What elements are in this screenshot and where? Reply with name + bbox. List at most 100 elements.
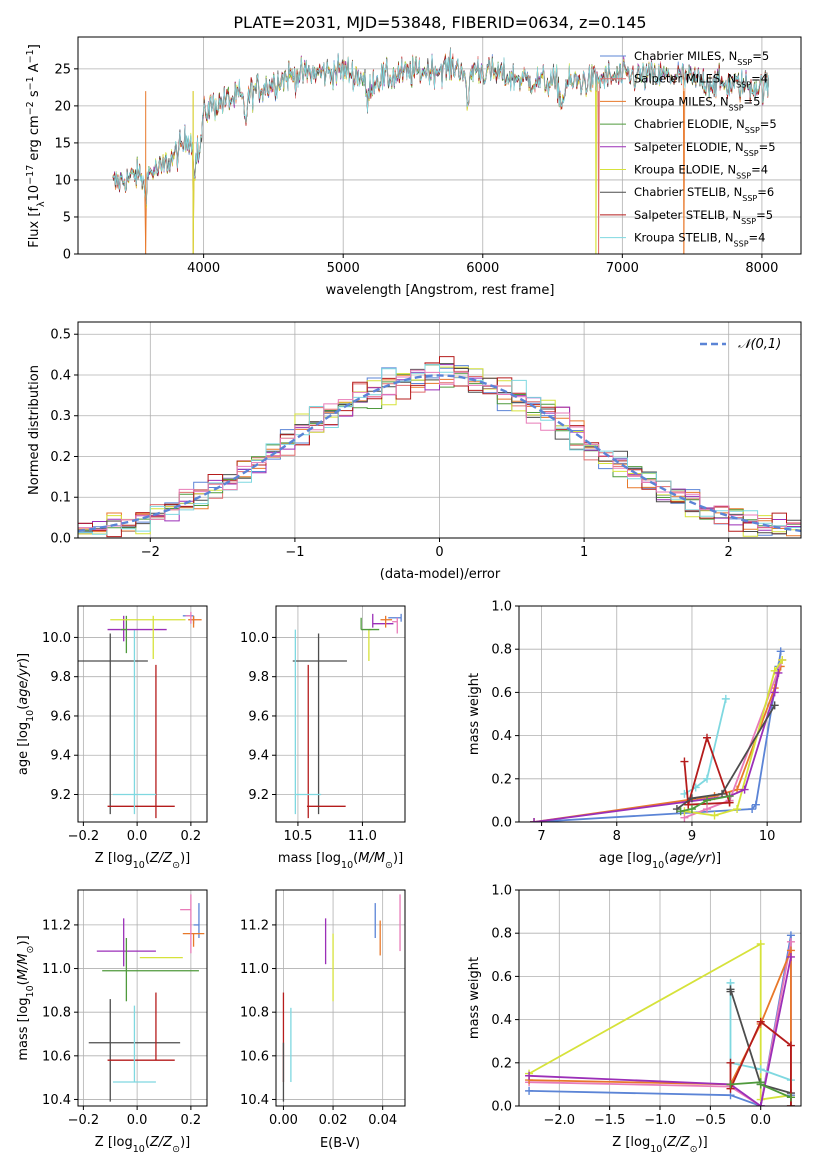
label-part: mass [log: [278, 851, 341, 866]
legend-suffix: =4: [751, 163, 768, 177]
y-tick-label: 9.8: [50, 670, 71, 685]
errorbar-salpeter-elodie: [372, 613, 394, 628]
series-marker: [778, 656, 787, 664]
x-axis-label: Z [log10(Z/Z⊙)]: [612, 1135, 707, 1155]
label-part: (: [145, 1135, 150, 1150]
panel-massweight_vs_Z: −2.0 −1.5 −1.0 −0.5 0.0 0.0 0.2 0.4 0.6 0.8 1.0 Z […: [467, 884, 802, 1155]
label-part: age/yr: [16, 661, 31, 704]
x-tick-label: 0.02: [319, 1113, 348, 1128]
series-marker: [786, 1041, 795, 1050]
x-tick-label: 8: [613, 829, 621, 844]
series-marker: [786, 1102, 795, 1106]
legend-text: Chabrier STELIB, N: [634, 185, 742, 199]
label-part: ⊙: [385, 860, 393, 871]
x-tick-label: 5000: [327, 261, 360, 276]
series-marker: [687, 805, 696, 814]
series-marker: [756, 940, 765, 948]
legend-sub: SSP: [734, 239, 749, 248]
label-part: (: [353, 851, 358, 866]
series-marker: [725, 792, 734, 801]
y-axis-label: Normed distribution: [27, 365, 42, 495]
plot-area: [88, 894, 205, 1102]
series-marker: [740, 785, 749, 794]
x-tick-label: −2: [141, 545, 160, 560]
y-tick-label: 9.8: [248, 670, 269, 685]
series-line-chabrier-elodie: [680, 795, 730, 813]
series-marker: [726, 985, 735, 994]
x-tick-label: −1: [285, 545, 304, 560]
label-part: ⊙: [172, 860, 180, 871]
series-marker: [786, 1093, 795, 1102]
series-marker: [786, 952, 795, 961]
y-tick-label: 11.2: [42, 918, 71, 933]
x-tick-label: 2: [725, 545, 733, 560]
errorbar-kroupa-miles: [380, 615, 393, 628]
y-tick-label: 0.5: [50, 328, 71, 343]
legend-sub: SSP: [737, 58, 752, 67]
series-marker: [703, 774, 711, 783]
legend-suffix: =5: [756, 208, 773, 222]
y-tick-label: 0.0: [491, 1100, 512, 1115]
panel-residuals: −2 −1 0 1 2 0.0 0.1 0.2 0.3 0.4 0.5 𝒩(0,1) (data-mod…: [27, 321, 802, 582]
x-tick-label: 0.0: [750, 1113, 771, 1128]
x-axis-label: age [log10(age/yr)]: [599, 851, 721, 871]
x-tick-label: 7000: [606, 261, 639, 276]
y-tick-label: 0.6: [491, 970, 512, 985]
legend-sub: SSP: [729, 103, 744, 112]
y-tick-label: 9.4: [248, 749, 269, 764]
x-tick-label: 0.2: [181, 829, 202, 844]
series-line-kroupa-stelib: [729, 982, 792, 1081]
y-tick-label: 10.4: [42, 1093, 71, 1108]
label-part: 10: [27, 185, 42, 202]
y-tick-label: 0.3: [50, 409, 71, 424]
label-part: Z/Z: [149, 1135, 173, 1150]
label-part: 10: [25, 985, 36, 997]
series-marker: [525, 1086, 534, 1095]
x-tick-label: 11.0: [348, 829, 377, 844]
series-marker: [756, 1080, 765, 1089]
y-axis-label: mass [log10(M/M⊙)]: [16, 935, 36, 1060]
label-part: )]: [180, 851, 190, 866]
label-part: ⊙: [690, 1144, 698, 1155]
legend-entry: Kroupa ELODIE, NSSP=4: [634, 163, 768, 181]
grid: [276, 890, 405, 1106]
y-tick-label: 0: [63, 248, 71, 263]
plot-area: [530, 647, 787, 822]
x-axis-label: mass [log10(M/M⊙)]: [278, 851, 403, 871]
x-tick-label: −1.0: [644, 1113, 676, 1128]
errorbar-pink: [392, 617, 398, 634]
legend-text: Kroupa STELIB, N: [634, 231, 734, 245]
errorbar-chabrier-elodie: [360, 617, 380, 631]
series-line-kroupa-miles: [533, 666, 782, 822]
legend-entry: Salpeter ELODIE, NSSP=5: [634, 140, 776, 158]
series-marker: [748, 805, 757, 814]
legend-suffix: =4: [749, 231, 766, 245]
legend-suffix: =4: [751, 72, 768, 86]
y-axis-label: Flux [fλ10−17 erg cm−2 s−1 A−1]: [25, 44, 47, 248]
panel-mass_vs_Z: −0.2 0.0 0.210.410.610.811.011.2Z [log10(Z…: [16, 889, 208, 1155]
y-tick-label: 0.0: [491, 816, 512, 831]
axes-frame: [275, 889, 406, 1107]
label-part: mass weight: [467, 957, 482, 1039]
axes-frame: [518, 605, 802, 823]
label-part: 10: [133, 1144, 145, 1155]
legend-sub: SSP: [736, 80, 751, 89]
y-tick-label: 11.0: [42, 962, 71, 977]
y-tick-label: 0.8: [491, 927, 512, 942]
label-part: (: [664, 851, 669, 866]
series-marker: [756, 1065, 765, 1074]
y-axis-label: mass weight: [467, 673, 482, 755]
y-tick-label: 9.4: [50, 749, 71, 764]
y-tick-label: 9.6: [248, 709, 269, 724]
y-axis-label: mass weight: [467, 957, 482, 1039]
panel-age_vs_Z: −0.2 0.0 0.29.29.49.69.810.0Z [log10(Z/Z⊙)…: [16, 605, 208, 871]
series-line-kroupa-stelib: [683, 698, 727, 795]
legend-text: Kroupa MILES, N: [634, 94, 729, 108]
y-tick-label: 10: [54, 173, 71, 188]
legend-sub: SSP: [741, 216, 756, 225]
label-part: −2: [25, 101, 36, 115]
series-marker: [680, 757, 689, 766]
x-tick-label: 6000: [466, 261, 499, 276]
series-marker: [721, 694, 730, 703]
errorbar-kroupa-elodie: [368, 628, 372, 661]
